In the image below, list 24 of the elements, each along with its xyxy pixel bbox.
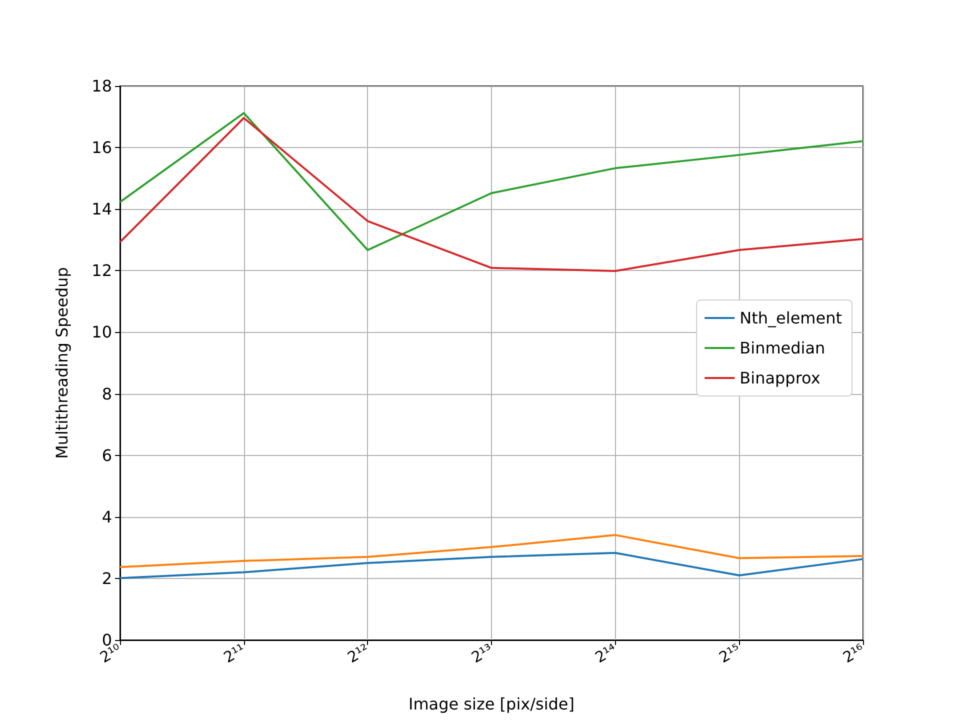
x-axis-title: Image size [pix/side] — [408, 694, 575, 714]
y-tick-label: 12 — [92, 261, 112, 280]
y-tick-label: 10 — [92, 322, 112, 342]
x-tick-label: 2¹² — [344, 640, 372, 667]
legend-label: Nth_element — [740, 308, 842, 328]
x-tick-label: 2¹⁶ — [840, 640, 868, 667]
x-tick-label: 2¹⁵ — [716, 640, 744, 667]
y-tick-label: 8 — [102, 384, 112, 404]
y-tick-label: 14 — [92, 200, 112, 219]
y-tick-label: 16 — [92, 138, 112, 158]
x-tick-label: 2¹⁴ — [592, 640, 620, 667]
x-tick-label: 2¹³ — [468, 640, 496, 667]
y-tick-label: 2 — [102, 568, 112, 588]
y-axis-title: Multithreading Speedup — [52, 267, 72, 459]
y-tick-label: 18 — [92, 76, 112, 96]
y-tick-label: 4 — [102, 507, 112, 526]
line-series — [119, 112, 864, 252]
y-tick-label: 6 — [102, 446, 112, 465]
line-series — [119, 117, 864, 272]
x-tick-label: 2¹¹ — [220, 640, 248, 667]
line-series — [119, 552, 864, 580]
legend-label: Binapprox — [740, 368, 820, 388]
line-series — [119, 534, 864, 568]
legend-label: Binmedian — [740, 338, 826, 358]
